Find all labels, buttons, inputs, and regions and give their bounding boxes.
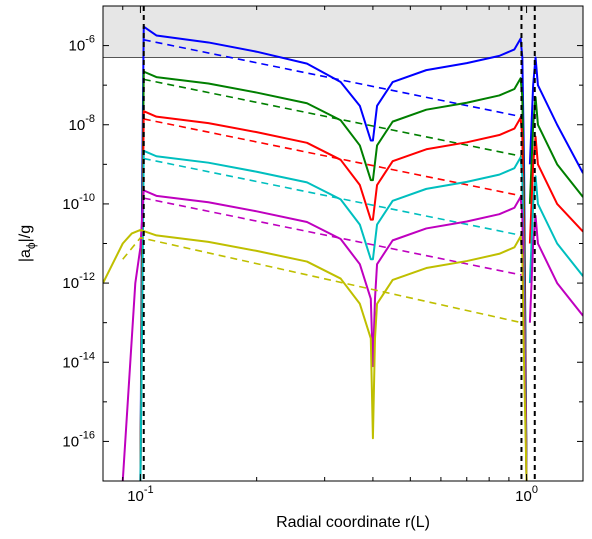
dashed-series-line-2 — [143, 39, 522, 118]
y-tick-label-base: 10 — [62, 354, 79, 371]
series-line-13 — [528, 214, 583, 323]
x-axis-label: Radial coordinate r(L) — [276, 514, 430, 531]
x-tick-label-exponent: -1 — [144, 484, 154, 496]
y-tick-label-exponent: -16 — [79, 429, 95, 441]
series-line-3 — [139, 70, 528, 481]
series-group — [103, 25, 583, 481]
series-line-15 — [103, 228, 528, 481]
x-tick-label-base: 10 — [515, 488, 532, 505]
y-tick-label: 10-14 — [62, 350, 95, 371]
x-tick-label-base: 10 — [127, 488, 144, 505]
y-tick-label-base: 10 — [69, 117, 86, 134]
y-tick-label-base: 10 — [69, 38, 86, 55]
dashed-series-line-11 — [143, 157, 522, 237]
dashed-series-line-8 — [143, 118, 522, 197]
series-line-9 — [139, 149, 528, 481]
series-line-0 — [139, 25, 528, 481]
y-axis-label-tail: |/g — [17, 225, 34, 243]
y-axis-label: |aϕ|/g — [17, 225, 38, 262]
reference-lines — [142, 6, 536, 481]
x-tick-label-exponent: 0 — [532, 484, 538, 496]
series-line-1 — [528, 56, 583, 174]
y-tick-label-base: 10 — [62, 433, 79, 450]
series-line-6 — [139, 110, 528, 481]
series-line-10 — [528, 175, 583, 284]
y-axis-label-main: |a — [17, 249, 34, 262]
y-tick-label-exponent: -8 — [85, 113, 95, 125]
y-tick-label-exponent: -10 — [79, 192, 95, 204]
y-tick-label: 10-12 — [62, 271, 95, 292]
x-tick-label: 100 — [515, 484, 538, 505]
shaded-region — [103, 6, 583, 58]
series-line-7 — [528, 135, 583, 244]
y-tick-label-exponent: -14 — [79, 350, 95, 362]
dashed-series-line-5 — [143, 78, 522, 158]
x-tick-label: 10-1 — [127, 484, 153, 505]
y-tick-label-base: 10 — [62, 275, 79, 292]
y-tick-label: 10-10 — [62, 192, 95, 213]
y-tick-label: 10-8 — [69, 113, 95, 134]
y-tick-label-exponent: -6 — [85, 34, 95, 46]
y-tick-label-exponent: -12 — [79, 271, 95, 283]
y-tick-label: 10-16 — [62, 429, 95, 450]
y-tick-label: 10-6 — [69, 34, 95, 55]
dashed-series-line-14 — [143, 197, 522, 276]
series-line-4 — [528, 96, 583, 204]
series-line-12 — [121, 189, 528, 481]
y-tick-label-base: 10 — [62, 196, 79, 213]
dashed-series-line-16 — [122, 236, 522, 324]
y-axis-label-subscript: ϕ — [24, 242, 38, 249]
